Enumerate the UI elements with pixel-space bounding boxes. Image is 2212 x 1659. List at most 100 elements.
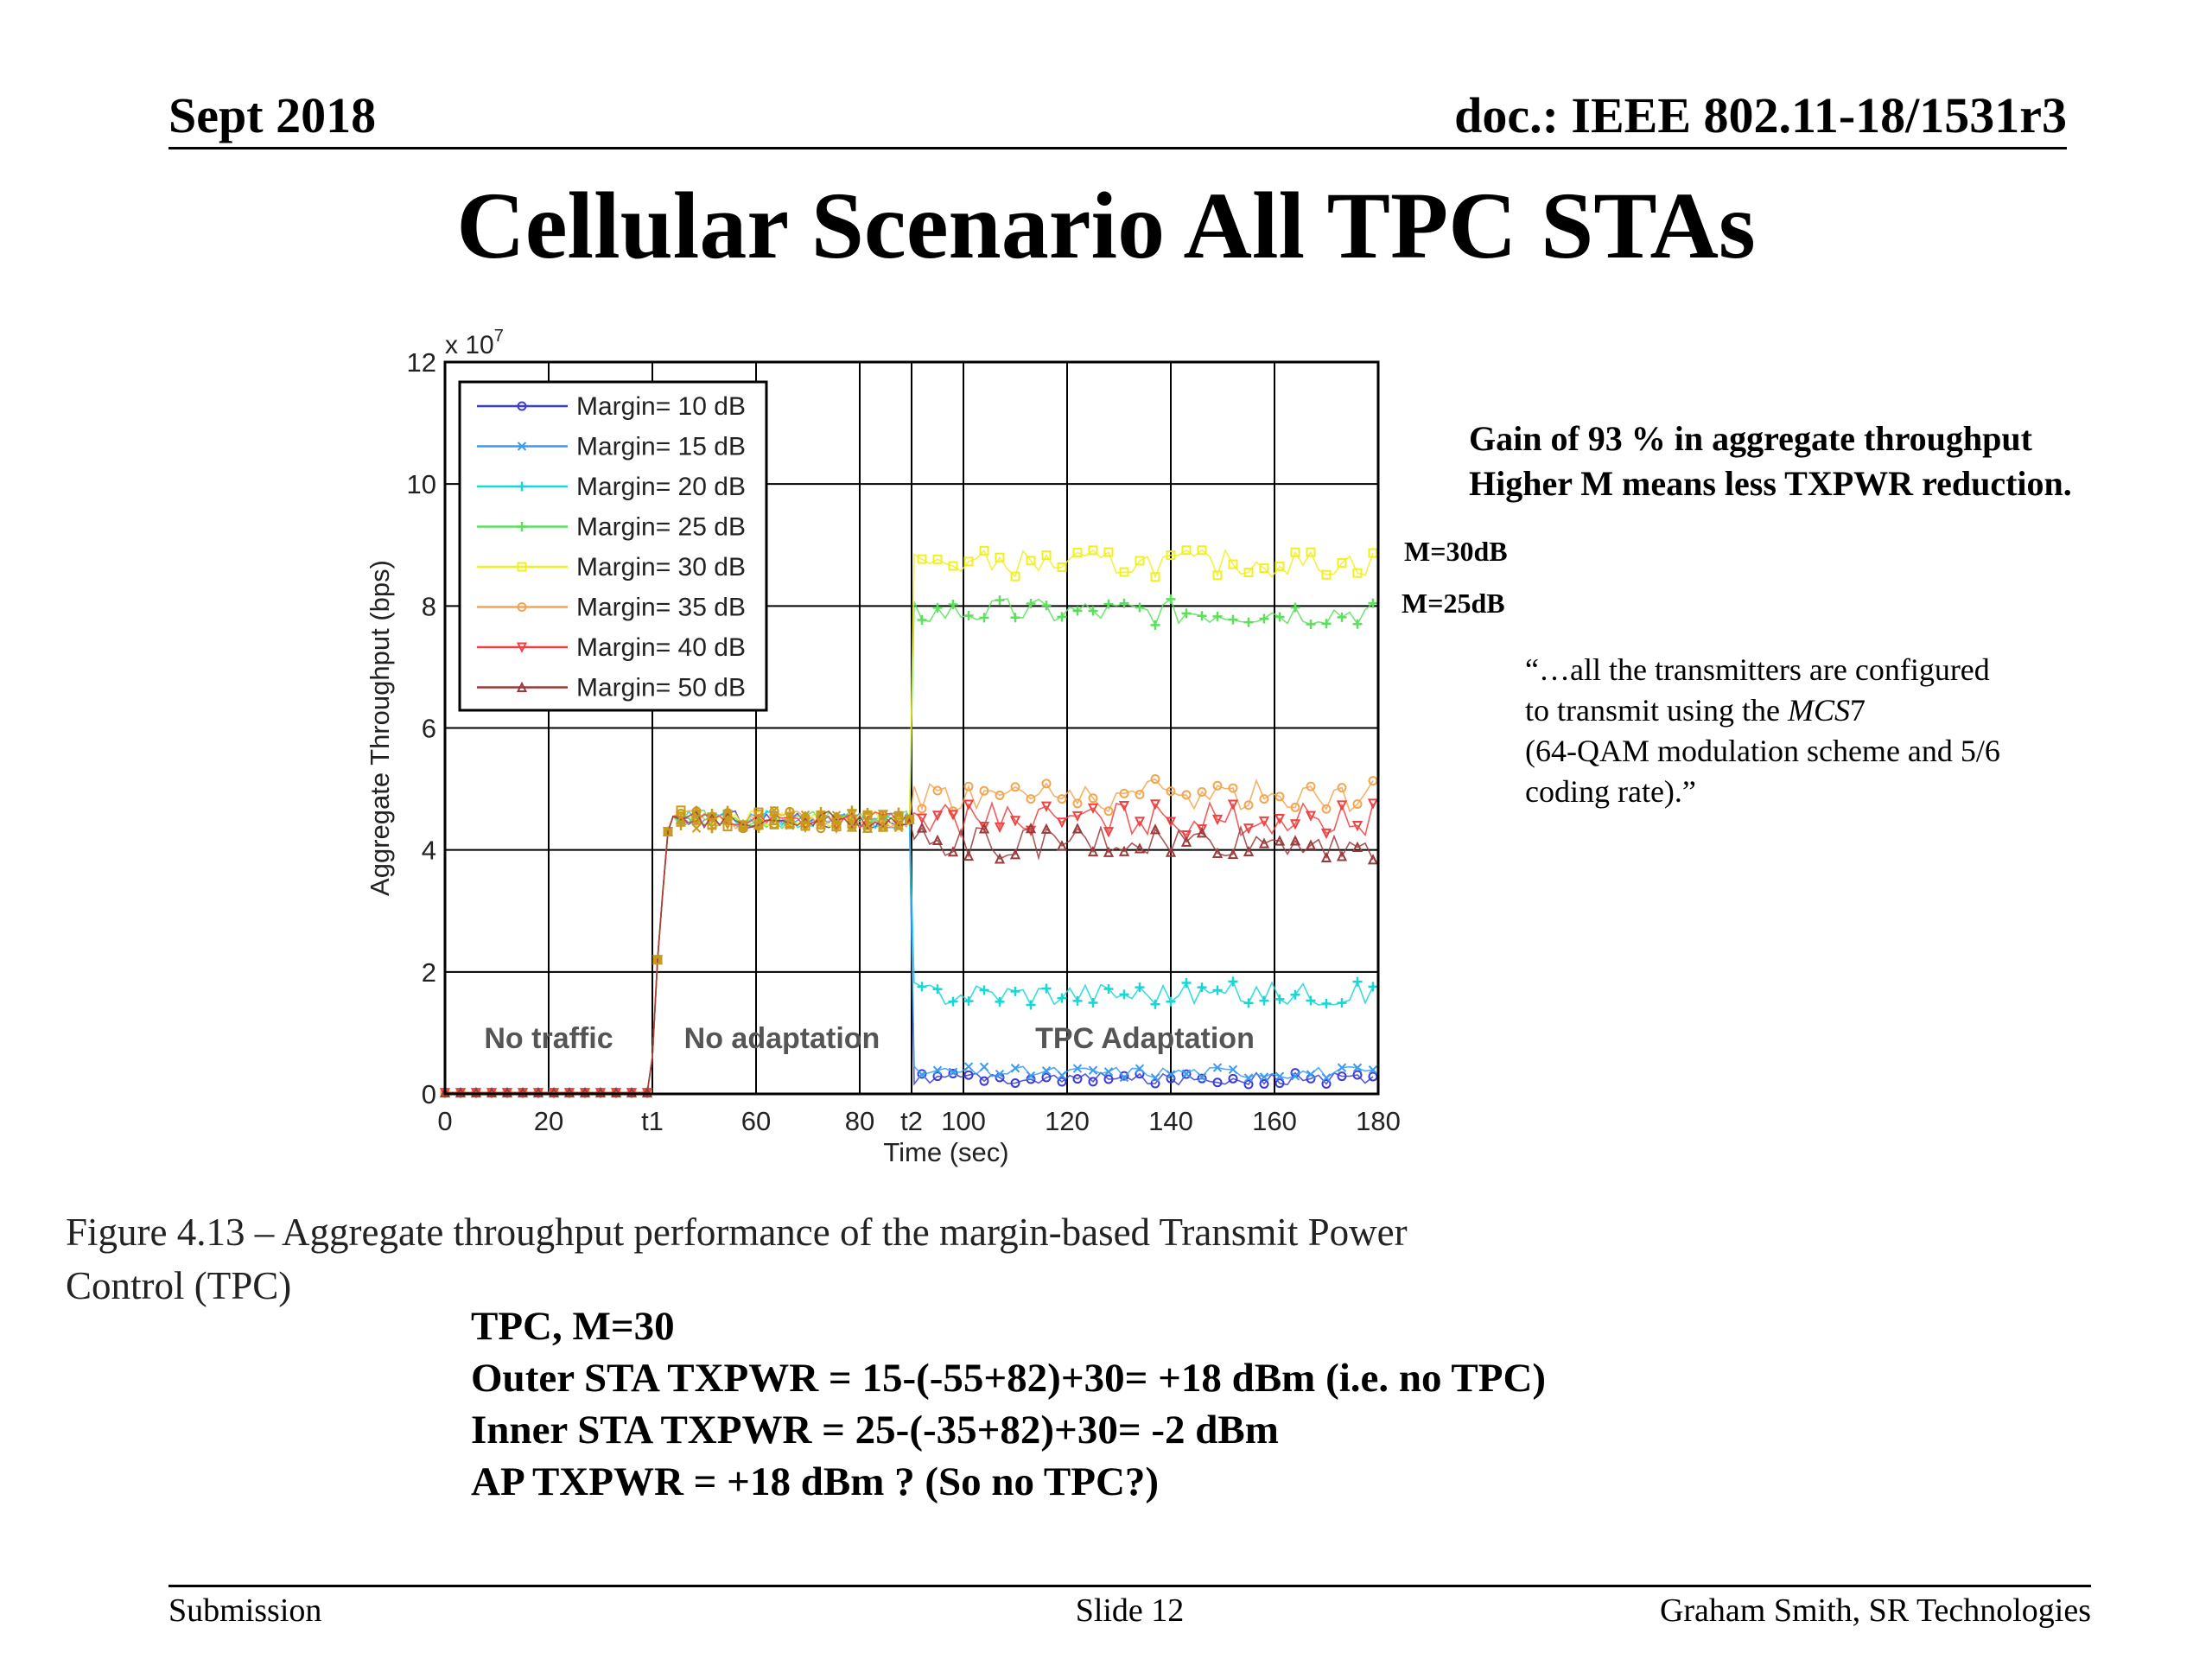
- data-point: [517, 401, 527, 411]
- data-point: [1211, 847, 1224, 859]
- data-point: [1072, 995, 1083, 1006]
- data-point: [846, 809, 858, 820]
- data-point: [1088, 545, 1098, 556]
- data-point: [1009, 849, 1021, 860]
- data-point: [753, 819, 765, 830]
- data-point: [1040, 801, 1052, 812]
- legend-item: Margin= 35 dB: [477, 594, 746, 622]
- legend-item: Margin= 20 dB: [477, 473, 746, 501]
- data-point: [1009, 816, 1021, 827]
- data-point: [1166, 594, 1176, 604]
- data-point: [1212, 1063, 1223, 1072]
- data-point: [1352, 619, 1363, 629]
- quote-line-2-em: MCS: [1787, 693, 1850, 728]
- data-point: [1103, 1067, 1114, 1077]
- data-point: [1041, 779, 1052, 789]
- x-tick-label: 0: [437, 1106, 452, 1136]
- data-point: [994, 853, 1006, 864]
- y-multiplier-base: x 10: [445, 331, 494, 359]
- data-point: [785, 806, 795, 817]
- data-point: [1026, 794, 1036, 804]
- x-tick-label: 160: [1252, 1106, 1297, 1136]
- data-point: [1352, 1070, 1363, 1080]
- data-point: [1149, 823, 1161, 835]
- data-point: [1321, 569, 1332, 580]
- legend-label: Margin= 30 dB: [576, 553, 746, 582]
- data-point: [1025, 825, 1037, 836]
- data-point: [1197, 545, 1207, 556]
- legend-item: Margin= 10 dB: [477, 392, 746, 421]
- data-point: [1290, 989, 1300, 1000]
- data-point: [1336, 850, 1348, 861]
- data-point: [1196, 824, 1208, 836]
- data-point: [1119, 1071, 1129, 1081]
- data-point: [1274, 1078, 1285, 1089]
- data-point: [784, 812, 796, 823]
- data-point: [1352, 1063, 1363, 1072]
- legend-label: Margin= 10 dB: [576, 392, 746, 421]
- y-multiplier-exponent: 7: [494, 327, 504, 346]
- x-tick-label: t2: [900, 1106, 923, 1136]
- data-point: [1337, 612, 1347, 622]
- data-point: [995, 595, 1005, 606]
- data-point: [830, 813, 842, 825]
- data-point: [917, 615, 927, 626]
- data-point: [1274, 994, 1285, 1004]
- data-point: [517, 442, 527, 451]
- data-point: [979, 785, 989, 796]
- data-point: [931, 834, 944, 845]
- data-point: [1071, 823, 1084, 834]
- data-point: [768, 814, 780, 826]
- data-point: [1119, 989, 1129, 1000]
- data-point: [1197, 786, 1207, 797]
- data-point: [1057, 993, 1067, 1003]
- data-point: [1368, 598, 1378, 608]
- data-point: [1103, 983, 1114, 994]
- data-point: [1103, 846, 1115, 857]
- data-point: [1026, 1000, 1036, 1010]
- data-point: [1321, 1073, 1332, 1083]
- data-point: [1010, 571, 1020, 582]
- data-point: [1057, 612, 1067, 622]
- data-point: [1103, 806, 1114, 817]
- data-point: [1057, 1077, 1067, 1087]
- header-date: Sept 2018: [168, 87, 377, 143]
- data-point: [1166, 996, 1176, 1007]
- x-tick-label: 80: [845, 1106, 874, 1136]
- x-tick-label: 20: [534, 1106, 563, 1136]
- gain-note-line-2: Higher M means less TXPWR reduction.: [1469, 464, 2072, 503]
- legend-label: Margin= 15 dB: [576, 433, 746, 461]
- calc-line-1: TPC, M=30: [471, 1304, 675, 1349]
- data-point: [916, 813, 928, 824]
- data-point: [1134, 817, 1146, 828]
- mcs-quote: “…all the transmitters are configured to…: [1525, 650, 2000, 812]
- data-point: [1103, 599, 1114, 609]
- caption-line-1: Figure 4.13 – Aggregate throughput perfo…: [66, 1211, 1408, 1254]
- data-point: [517, 481, 527, 492]
- data-point: [784, 817, 796, 829]
- data-point: [1305, 810, 1317, 822]
- footer-submission: Submission: [168, 1592, 322, 1629]
- data-point: [1228, 1065, 1238, 1075]
- y-tick-label: 4: [422, 836, 436, 866]
- data-point: [1305, 839, 1317, 850]
- data-point: [1181, 608, 1192, 619]
- data-point: [963, 556, 974, 567]
- data-point: [1290, 1071, 1300, 1081]
- data-point: [1040, 823, 1052, 834]
- footer-author: Graham Smith, SR Technologies: [1659, 1592, 2091, 1629]
- data-point: [877, 810, 889, 821]
- data-point: [1321, 999, 1332, 1009]
- data-point: [1321, 804, 1332, 814]
- data-point: [1274, 612, 1285, 622]
- data-point: [815, 817, 827, 828]
- phase-label: TPC Adaptation: [1035, 1022, 1255, 1055]
- calc-line-3: Inner STA TXPWR = 25-(-35+82)+30= -2 dBm: [471, 1408, 1279, 1452]
- data-point: [931, 810, 944, 822]
- data-point: [1259, 995, 1269, 1006]
- data-point: [948, 561, 958, 571]
- data-point: [963, 849, 975, 861]
- data-point: [1134, 842, 1146, 854]
- legend-label: Margin= 25 dB: [576, 513, 746, 542]
